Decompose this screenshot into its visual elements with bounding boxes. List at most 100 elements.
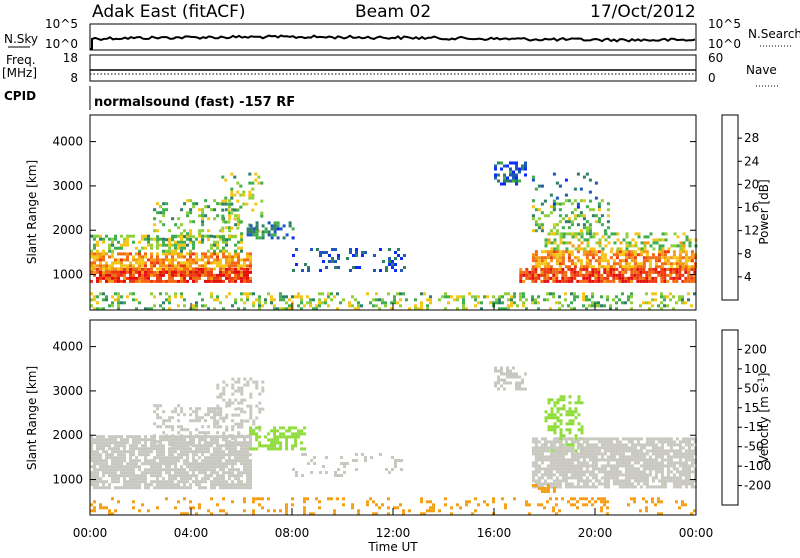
heatmap-cell: [666, 250, 670, 254]
heatmap-cell: [643, 241, 647, 245]
heatmap-cell: [90, 474, 93, 478]
heatmap-cell: [147, 509, 150, 513]
heatmap-cell: [243, 465, 246, 469]
heatmap-cell: [168, 435, 171, 439]
heatmap-cell: [543, 298, 546, 302]
heatmap-cell: [240, 270, 243, 274]
heatmap-cell: [693, 262, 697, 266]
heatmap-cell: [198, 447, 201, 451]
heatmap-cell: [660, 512, 663, 516]
heatmap-cell: [340, 462, 343, 465]
heatmap-cell: [228, 486, 231, 490]
heatmap-cell: [141, 276, 144, 280]
heatmap-cell: [615, 253, 619, 257]
heatmap-cell: [186, 459, 189, 463]
heatmap-cell: [585, 470, 589, 474]
heatmap-cell: [168, 471, 171, 475]
heatmap-cell: [564, 199, 568, 203]
heatmap-cell: [661, 238, 665, 242]
heatmap-cell: [645, 509, 648, 513]
heatmap-cell: [639, 476, 643, 480]
heatmap-cell: [633, 467, 637, 471]
heatmap-cell: [189, 483, 192, 487]
heatmap-cell: [204, 264, 207, 268]
heatmap-cell: [615, 473, 619, 477]
heatmap-cell: [159, 486, 162, 490]
colorbar-tick-label: 200: [744, 342, 767, 356]
heatmap-cell: [291, 503, 294, 507]
heatmap-cell: [585, 256, 589, 260]
heatmap-cell: [331, 260, 334, 263]
heatmap-cell: [96, 264, 99, 268]
heatmap-cell: [192, 273, 195, 277]
heatmap-cell: [234, 380, 238, 384]
heatmap-cell: [678, 262, 682, 266]
heatmap-cell: [582, 470, 586, 474]
heatmap-cell: [597, 452, 601, 456]
heatmap-cell: [588, 262, 592, 266]
heatmap-cell: [141, 264, 144, 268]
heatmap-cell: [591, 270, 595, 274]
heatmap-cell: [621, 458, 625, 462]
heatmap-cell: [159, 468, 162, 472]
heatmap-cell: [129, 292, 132, 296]
heatmap-cell: [591, 279, 595, 283]
heatmap-cell: [162, 456, 165, 460]
heatmap-cell: [213, 422, 217, 426]
heatmap-cell: [627, 279, 631, 283]
heatmap-cell: [621, 437, 625, 441]
noise-trace: [90, 34, 696, 50]
heatmap-cell: [108, 441, 111, 445]
heatmap-cell: [216, 383, 220, 387]
heatmap-cell: [204, 447, 207, 451]
heatmap-cell: [198, 240, 201, 244]
heatmap-cell: [327, 295, 330, 299]
heatmap-cell: [561, 455, 565, 459]
heatmap-cell: [567, 220, 571, 224]
heatmap-cell: [507, 298, 510, 302]
heatmap-cell: [564, 482, 568, 486]
heatmap-cell: [150, 237, 153, 241]
heatmap-cell: [690, 449, 694, 453]
heatmap-cell: [600, 304, 603, 308]
heatmap-cell: [126, 237, 129, 241]
heatmap-cell: [153, 304, 156, 308]
heatmap-cell: [234, 249, 237, 253]
heatmap-cell: [597, 267, 601, 271]
heatmap-cell: [549, 211, 553, 215]
heatmap-cell: [243, 279, 246, 283]
heatmap-cell: [237, 450, 240, 454]
heatmap-cell: [249, 407, 253, 411]
heatmap-cell: [249, 468, 252, 472]
heatmap-cell: [582, 175, 586, 179]
heatmap-cell: [249, 429, 253, 433]
heatmap-cell: [351, 506, 354, 510]
heatmap-cell: [159, 456, 162, 460]
heatmap-cell: [177, 486, 180, 490]
heatmap-cell: [579, 262, 583, 266]
heatmap-cell: [594, 443, 598, 447]
heatmap-cell: [648, 470, 652, 474]
heatmap-cell: [261, 386, 265, 390]
heatmap-cell: [108, 486, 111, 490]
heatmap-cell: [622, 238, 626, 242]
heatmap-cell: [606, 262, 610, 266]
heatmap-cell: [246, 267, 249, 271]
heatmap-cell: [273, 221, 277, 225]
heatmap-cell: [279, 292, 282, 296]
heatmap-cell: [559, 431, 563, 435]
heatmap-cell: [93, 252, 96, 256]
heatmap-cell: [639, 304, 642, 308]
heatmap-cell: [285, 441, 289, 445]
heatmap-cell: [138, 301, 141, 305]
heatmap-cell: [624, 256, 628, 260]
heatmap-cell: [531, 175, 535, 179]
heatmap-cell: [174, 270, 177, 274]
heatmap-cell: [117, 279, 120, 283]
heatmap-cell: [210, 261, 213, 265]
heatmap-cell: [243, 292, 246, 296]
heatmap-cell: [613, 241, 617, 245]
heatmap-cell: [231, 453, 234, 457]
heatmap-cell: [276, 236, 280, 240]
heatmap-cell: [165, 202, 169, 206]
